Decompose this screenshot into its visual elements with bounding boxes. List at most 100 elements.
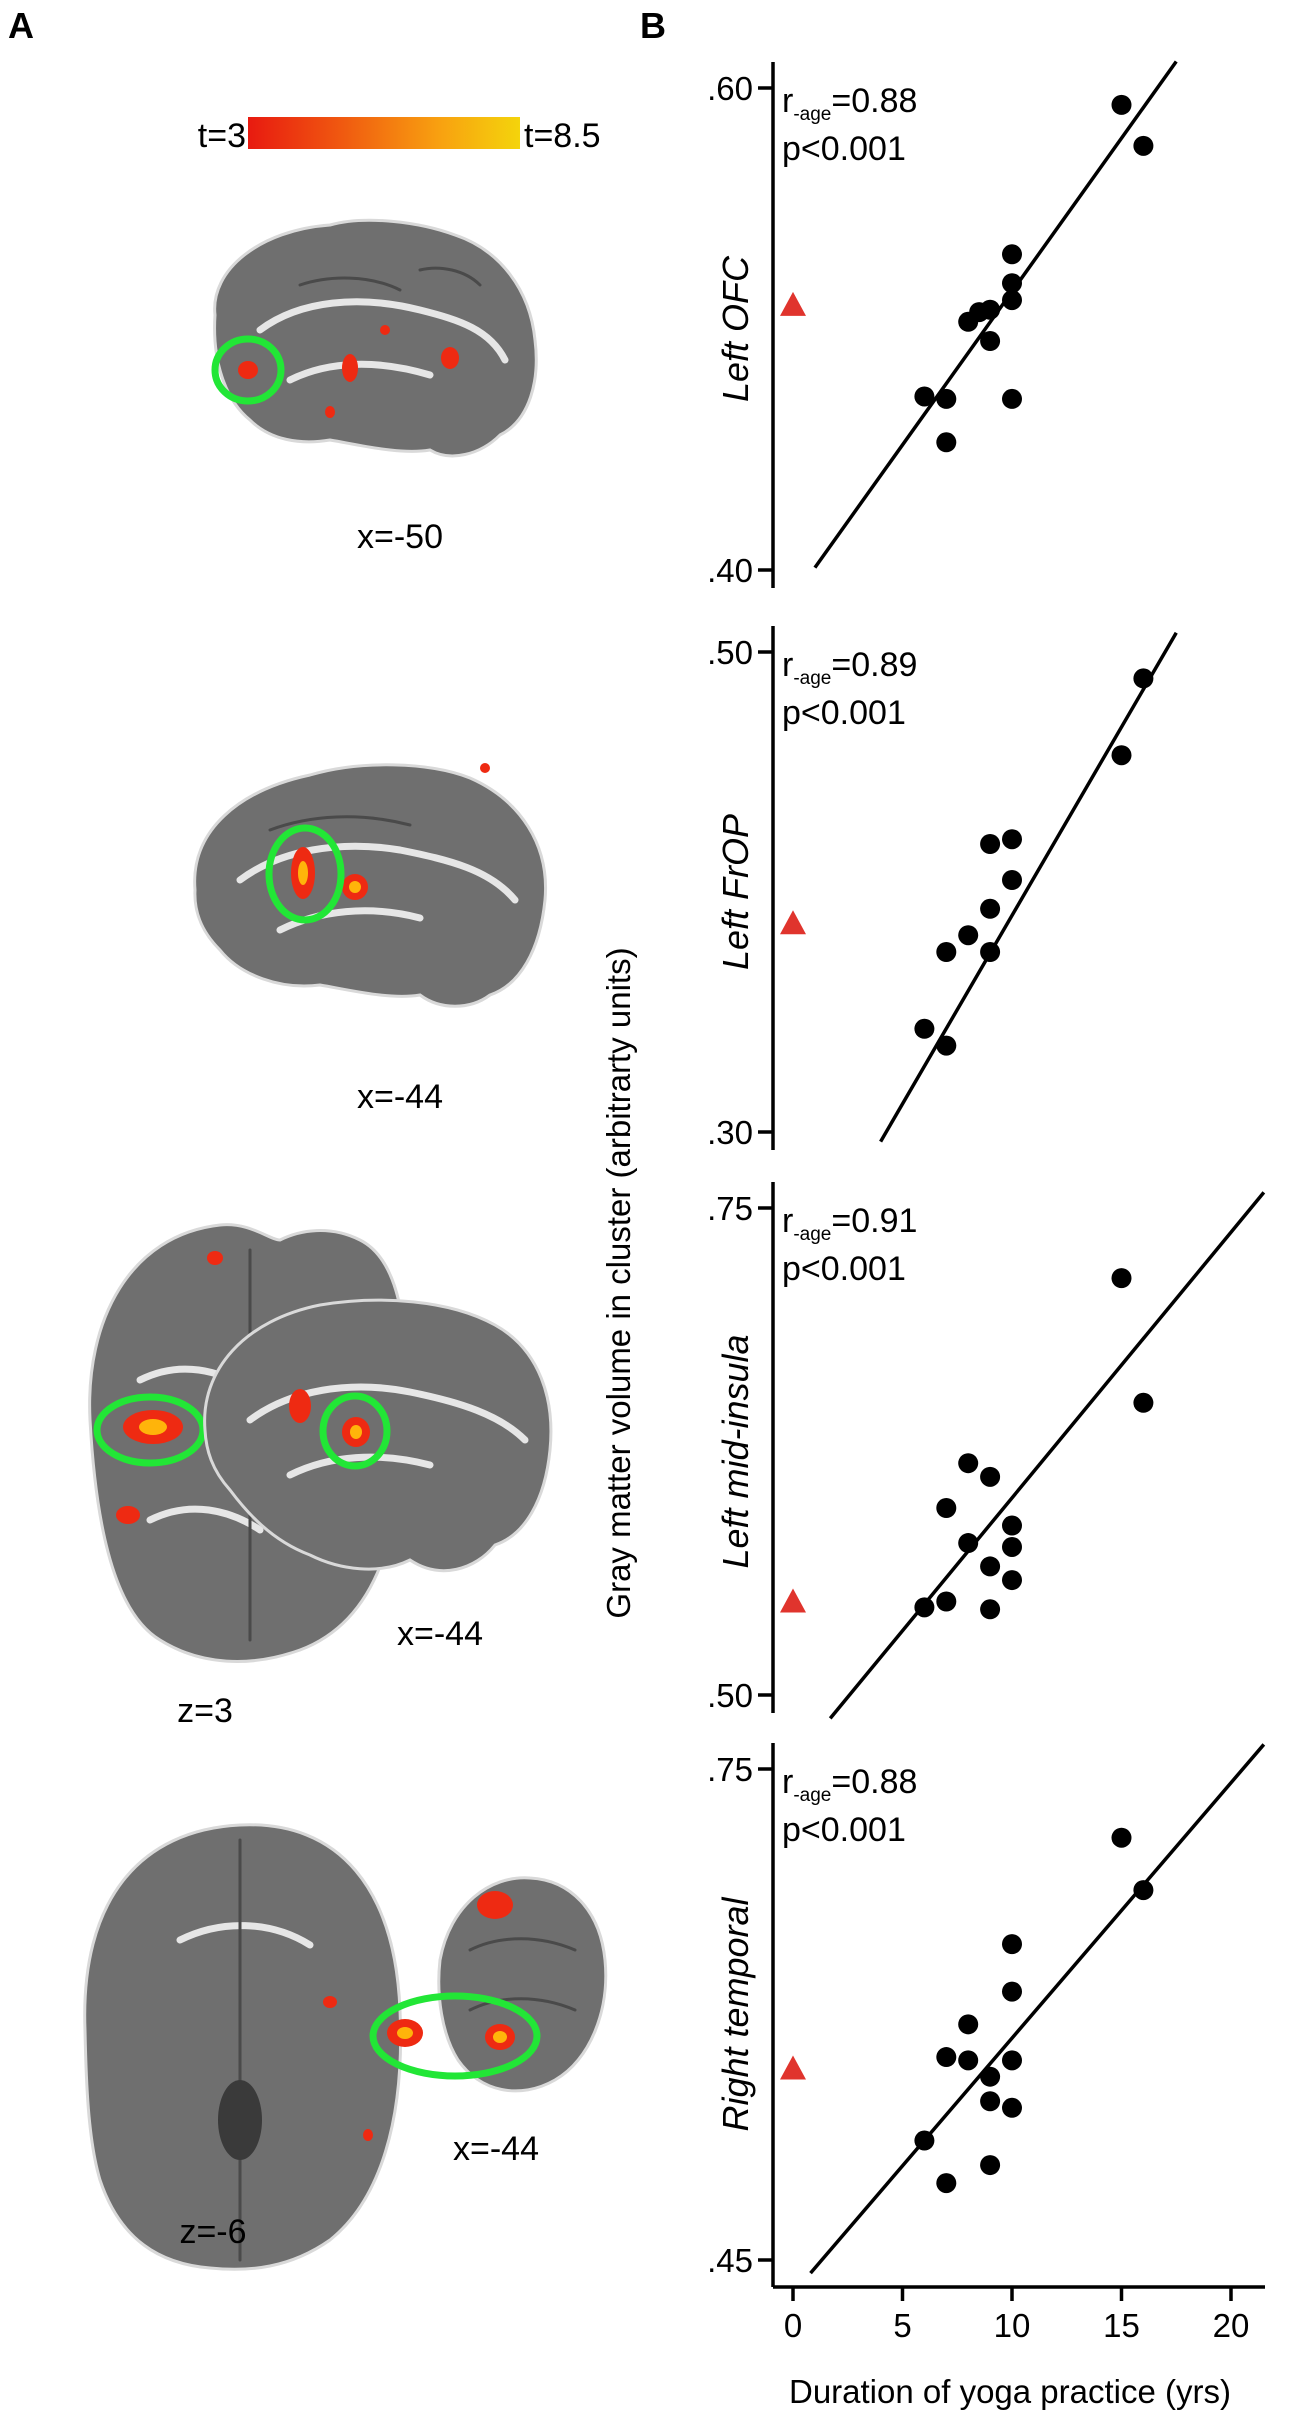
y-tick-label-2-1: .30 [707,1114,753,1151]
data-point-3-12 [936,1591,957,1612]
data-point-4-13 [980,2155,1001,2176]
data-point-2-11 [936,1035,957,1056]
scatter-panels: .40 .60 r-age=0.88 p<0.001 Left OFC .30 .50 r-a… [707,60,1266,2287]
data-point-4-14 [936,2173,957,2194]
data-point-3-7 [958,1533,979,1554]
data-point-1-2 [1133,135,1154,156]
roi-circle-frop [265,824,345,924]
data-point-4-4 [1002,1981,1022,2002]
data-point-4-11 [1002,2097,1022,2118]
roi-circle-temporal [369,1992,541,2080]
stat-p-1: p<0.001 [782,130,906,168]
y-tick-label-1-1: .40 [707,552,753,589]
data-point-2-9 [980,942,1001,962]
slice-label-1: x=-50 [357,518,443,556]
y-tick-label-3-2: .75 [707,1190,753,1227]
stat-r-4: r-age=0.88 [782,1763,917,1806]
slice-label-4b: x=-44 [453,2130,539,2168]
data-point-1-9 [980,331,1001,352]
slice-label-3: z=3 [177,1692,233,1730]
data-point-3-11 [914,1597,935,1618]
roi-circle-ofc [211,335,285,405]
control-marker-4 [780,2055,806,2080]
data-point-1-10 [914,386,935,407]
data-point-2-2 [1111,745,1132,766]
data-point-2-8 [936,942,957,962]
y-tick-label-4-2: .75 [707,1751,753,1788]
stat-r-3: r-age=0.91 [782,1202,917,1245]
scatter-panel-4: .45 .75 r-age=0.88 p<0.001 Right temporal [707,1743,1266,2287]
data-point-4-5 [958,2014,979,2035]
data-point-3-2 [1133,1392,1154,1413]
x-tick-label-3: 10 [994,2307,1031,2344]
fit-line-3 [828,1191,1266,1720]
data-point-1-1 [1111,94,1132,115]
data-point-2-3 [1002,829,1022,850]
y-tick-label-1-2: .60 [707,70,753,107]
data-point-1-4 [1002,273,1022,294]
region-label-1: Left OFC [715,255,756,402]
stat-p-2: p<0.001 [782,694,906,732]
brain-slice-axial-z-6 [83,1823,403,2271]
data-point-3-1 [1111,1268,1132,1289]
x-axis-title: Duration of yoga practice (yrs) [789,2373,1231,2410]
brain-slice-sagittal-x-44: x=-44 [193,763,548,1116]
x-tick-label-2: 5 [893,2307,911,2344]
x-axis: 0 5 10 15 20 [773,2285,1265,2344]
data-point-3-9 [980,1556,1001,1577]
data-point-4-9 [980,2066,1001,2087]
control-marker-3 [780,1588,806,1613]
brain-slice-sagittal-overlay-2: x=-44 [369,1876,608,2168]
stat-r-2: r-age=0.89 [782,646,917,689]
control-marker-1 [780,291,806,316]
data-point-4-10 [980,2091,1001,2112]
x-tick-label-4: 15 [1103,2307,1140,2344]
slice-label-2: x=-44 [357,1078,443,1116]
data-point-3-10 [1002,1570,1022,1591]
data-point-1-11 [936,388,957,409]
colorbar: t=3 t=8.5 [198,117,601,155]
data-point-4-6 [936,2047,957,2068]
data-point-4-8 [1002,2050,1022,2071]
stat-r-1: r-age=0.88 [782,82,917,125]
scatter-panel-3: .50 .75 r-age=0.91 p<0.001 Left mid-insula [707,1182,1266,1720]
data-point-3-4 [980,1466,1001,1487]
control-marker-2 [780,910,806,935]
data-point-3-6 [1002,1515,1022,1536]
data-point-1-13 [936,432,957,453]
stat-p-4: p<0.001 [782,1811,906,1849]
region-label-2: Left FrOP [715,814,756,970]
y-tick-label-3-1: .50 [707,1677,753,1714]
stat-p-3: p<0.001 [782,1250,906,1288]
data-point-1-3 [1002,244,1022,265]
data-point-2-4 [980,834,1001,854]
data-point-3-5 [936,1497,957,1518]
colorbar-min-label: t=3 [198,117,246,155]
data-point-2-5 [1002,870,1022,890]
shared-y-axis-title: Gray matter volume in cluster (arbitrart… [600,947,637,1618]
panel-label-b: B [640,5,666,46]
roi-circle-insula [319,1392,391,1470]
data-point-2-6 [980,898,1001,919]
data-point-1-8 [969,302,990,323]
data-point-2-10 [914,1018,935,1039]
slice-label-4: z=-6 [179,2213,246,2251]
y-tick-label-4-1: .45 [707,2242,753,2279]
data-point-1-5 [1002,290,1022,311]
data-point-4-3 [1002,1934,1022,1955]
colorbar-gradient [248,117,520,149]
y-tick-label-2-2: .50 [707,634,753,671]
panel-label-a: A [8,5,34,46]
data-point-4-2 [1133,1880,1154,1901]
data-point-4-1 [1111,1827,1132,1848]
data-point-4-7 [958,2050,979,2071]
data-point-2-7 [958,925,979,946]
data-point-1-12 [1002,388,1022,409]
data-point-3-13 [980,1599,1001,1620]
roi-circle-axial-z3 [93,1393,207,1467]
data-point-3-8 [1002,1536,1022,1557]
region-label-3: Left mid-insula [715,1334,756,1568]
data-point-2-1 [1133,668,1154,689]
fit-line-2 [879,631,1178,1143]
